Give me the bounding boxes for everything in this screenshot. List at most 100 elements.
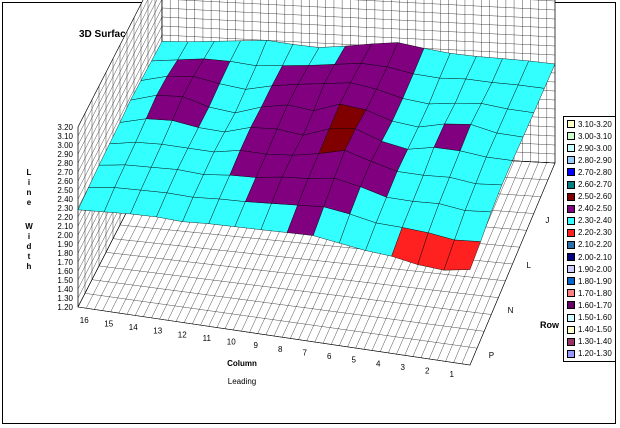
z-tick-label: 2.00 <box>57 231 73 240</box>
legend-item: 1.60-1.70 <box>567 299 615 311</box>
column-tick-label: 4 <box>376 359 381 368</box>
legend-swatch <box>567 216 575 225</box>
z-tick-label: 1.80 <box>57 249 73 258</box>
z-tick-label: 1.60 <box>57 267 73 276</box>
x-axis-note: Leading <box>228 377 256 386</box>
column-tick-label: 2 <box>425 367 430 376</box>
legend-swatch <box>567 144 575 153</box>
legend-label: 1.90-2.00 <box>578 264 612 274</box>
floor-gridline <box>91 279 485 332</box>
legend-item: 1.50-1.60 <box>567 312 615 324</box>
legend: 3.10-3.20 3.00-3.10 2.90-3.00 2.80-2.90 2.70… <box>563 116 616 362</box>
surface <box>77 40 556 271</box>
floor-gridline <box>77 306 471 366</box>
legend-swatch <box>567 180 575 189</box>
legend-item: 1.80-1.90 <box>567 275 615 287</box>
column-tick-label: 9 <box>254 341 259 350</box>
column-tick-label: 13 <box>153 327 162 336</box>
column-tick-label: 3 <box>401 363 406 372</box>
legend-swatch <box>567 204 575 213</box>
z-axis-title-char: i <box>28 178 30 187</box>
legend-swatch <box>567 349 575 358</box>
legend-label: 1.30-1.40 <box>578 337 612 347</box>
z-axis-title-char: t <box>28 252 31 261</box>
legend-swatch <box>567 228 575 237</box>
row-tick-label: J <box>545 216 549 225</box>
legend-item: 1.20-1.30 <box>567 348 615 360</box>
z-tick-label: 2.30 <box>57 204 73 213</box>
legend-label: 2.10-2.20 <box>578 240 612 250</box>
legend-swatch <box>567 240 575 249</box>
legend-label: 2.50-2.60 <box>578 192 612 202</box>
floor-gridline <box>105 252 499 298</box>
column-tick-label: 7 <box>303 348 308 357</box>
z-tick-label: 3.00 <box>57 141 73 150</box>
legend-item: 1.90-2.00 <box>567 263 615 275</box>
z-tick-label: 1.70 <box>57 258 73 267</box>
legend-item: 2.30-2.40 <box>567 215 615 227</box>
legend-swatch <box>567 156 575 165</box>
floor-gridline <box>84 293 478 349</box>
z-axis-title-char: i <box>28 232 30 241</box>
legend-item: 1.30-1.40 <box>567 336 615 348</box>
column-tick-label: 8 <box>278 345 283 354</box>
z-axis-title-char: n <box>27 188 32 197</box>
z-tick-label: 1.40 <box>57 285 73 294</box>
legend-swatch <box>567 337 575 346</box>
legend-label: 2.00-2.10 <box>578 252 612 262</box>
legend-swatch <box>567 313 575 322</box>
z-tick-label: 2.20 <box>57 213 73 222</box>
legend-label: 3.00-3.10 <box>578 131 612 141</box>
z-tick-label: 1.90 <box>57 240 73 249</box>
legend-label: 2.40-2.50 <box>578 204 612 214</box>
column-tick-label: 15 <box>104 319 113 328</box>
column-tick-label: 1 <box>450 370 455 379</box>
floor-gridline <box>112 238 506 282</box>
legend-swatch <box>567 277 575 286</box>
legend-swatch <box>567 253 575 262</box>
row-tick-label: P <box>489 351 494 360</box>
z-tick-label: 2.50 <box>57 186 73 195</box>
legend-label: 1.70-1.80 <box>578 288 612 298</box>
legend-swatch <box>567 325 575 334</box>
x-axis-title: Column <box>227 359 257 368</box>
legend-item: 1.40-1.50 <box>567 324 615 336</box>
legend-label: 2.80-2.90 <box>578 155 612 165</box>
z-axis-title-char: h <box>27 262 32 271</box>
legend-label: 2.20-2.30 <box>578 228 612 238</box>
legend-label: 2.70-2.80 <box>578 167 612 177</box>
column-tick-label: 12 <box>178 330 187 339</box>
legend-item: 2.50-2.60 <box>567 191 615 203</box>
column-tick-label: 5 <box>352 356 357 365</box>
legend-label: 1.40-1.50 <box>578 325 612 335</box>
z-tick-label: 2.10 <box>57 222 73 231</box>
z-tick-label: 2.90 <box>57 150 73 159</box>
row-tick-label: N <box>508 306 514 315</box>
legend-label: 3.10-3.20 <box>578 119 612 129</box>
surface-patch <box>517 60 556 89</box>
legend-label: 2.60-2.70 <box>578 180 612 190</box>
column-tick-label: 6 <box>327 352 332 361</box>
legend-item: 3.00-3.10 <box>567 130 615 142</box>
column-tick-label: 14 <box>129 323 138 332</box>
z-axis-title-char: L <box>27 168 32 177</box>
legend-item: 2.60-2.70 <box>567 178 615 190</box>
legend-label: 1.20-1.30 <box>578 349 612 359</box>
legend-item: 2.00-2.10 <box>567 251 615 263</box>
legend-swatch <box>567 301 575 310</box>
z-tick-label: 1.30 <box>57 294 73 303</box>
column-tick-label: 16 <box>80 316 89 325</box>
z-tick-label: 2.40 <box>57 195 73 204</box>
z-axis-title-char: e <box>27 198 32 207</box>
legend-item: 2.10-2.20 <box>567 239 615 251</box>
z-tick-label: 3.20 <box>57 123 73 132</box>
legend-swatch <box>567 265 575 274</box>
legend-item: 2.20-2.30 <box>567 227 615 239</box>
z-tick-label: 2.80 <box>57 159 73 168</box>
legend-label: 1.80-1.90 <box>578 276 612 286</box>
legend-swatch <box>567 289 575 298</box>
z-tick-label: 3.10 <box>57 132 73 141</box>
legend-swatch <box>567 120 575 129</box>
z-axis-title-char: W <box>25 222 33 231</box>
